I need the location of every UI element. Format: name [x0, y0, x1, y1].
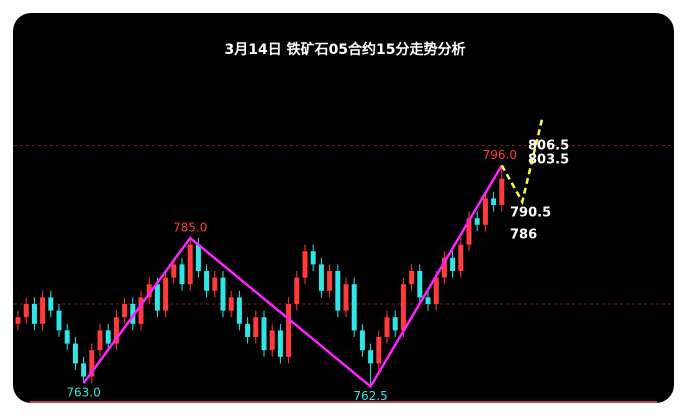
candle-body — [474, 218, 480, 225]
candle-body — [97, 330, 103, 351]
candle-body — [89, 350, 95, 377]
candle-body — [450, 257, 456, 271]
candle-body — [138, 297, 144, 324]
candle-body — [384, 317, 390, 337]
target-label: 786 — [510, 228, 537, 243]
candle-body — [72, 343, 78, 364]
target-label: 806.5 — [528, 139, 569, 154]
candle-body — [261, 317, 267, 351]
candle-body — [310, 251, 316, 265]
candle-body — [105, 330, 111, 344]
pivot-label: 796.0 — [483, 148, 517, 162]
target-label: 790.5 — [510, 206, 551, 221]
panel — [13, 13, 674, 403]
candle-body — [81, 363, 87, 377]
candle-body — [48, 297, 54, 311]
candle-body — [204, 271, 210, 291]
candle-body — [154, 284, 160, 311]
candle-body — [409, 271, 415, 285]
candle-body — [122, 304, 128, 318]
candle-body — [64, 330, 70, 344]
candle-body — [228, 297, 234, 311]
candle-body — [425, 297, 431, 304]
pivot-label: 763.0 — [66, 386, 100, 400]
chart-title: 3月14日 铁矿石05合约15分走势分析 — [224, 41, 465, 58]
candle-body — [113, 317, 119, 344]
candle-body — [343, 284, 349, 311]
candle-body — [417, 271, 423, 298]
candle-body — [376, 337, 382, 364]
candle-body — [458, 244, 464, 271]
target-label: 803.5 — [528, 153, 569, 168]
candle-body — [40, 297, 46, 324]
candle-body — [335, 271, 341, 311]
candle-body — [499, 178, 505, 205]
candle-body — [31, 304, 37, 324]
candle-body — [236, 297, 242, 324]
candle-body — [179, 264, 185, 285]
candle-body — [359, 330, 365, 351]
candle-body — [56, 310, 62, 331]
candle-body — [269, 330, 275, 351]
candle-body — [146, 284, 152, 298]
candle-body — [130, 304, 136, 324]
candle-body — [491, 198, 497, 205]
candle-body — [253, 317, 259, 337]
pivot-label: 785.0 — [173, 221, 207, 235]
candle-body — [482, 198, 488, 225]
candle-body — [441, 257, 447, 278]
candle-body — [195, 244, 201, 271]
candle-body — [23, 304, 29, 318]
candle-body — [220, 277, 226, 311]
candle-body — [15, 317, 21, 324]
candle-body — [327, 271, 333, 291]
candle-body — [277, 330, 283, 357]
candle-body — [163, 277, 169, 311]
candle-body — [187, 244, 193, 285]
candle-body — [212, 277, 218, 291]
projection-line — [500, 115, 545, 206]
candle-body — [392, 317, 398, 331]
candle-body — [400, 284, 406, 331]
pivot-label: 762.5 — [353, 389, 387, 403]
candle-body — [245, 323, 251, 337]
candle-body — [351, 284, 357, 331]
candle-body — [318, 264, 324, 291]
candle-body — [368, 350, 374, 364]
candle-body — [466, 218, 472, 245]
candle-body — [171, 264, 177, 278]
candle-body — [302, 251, 308, 278]
candle-body — [433, 277, 439, 304]
candle-body — [286, 304, 292, 357]
candle-body — [294, 277, 300, 304]
zigzag-line — [82, 164, 503, 389]
